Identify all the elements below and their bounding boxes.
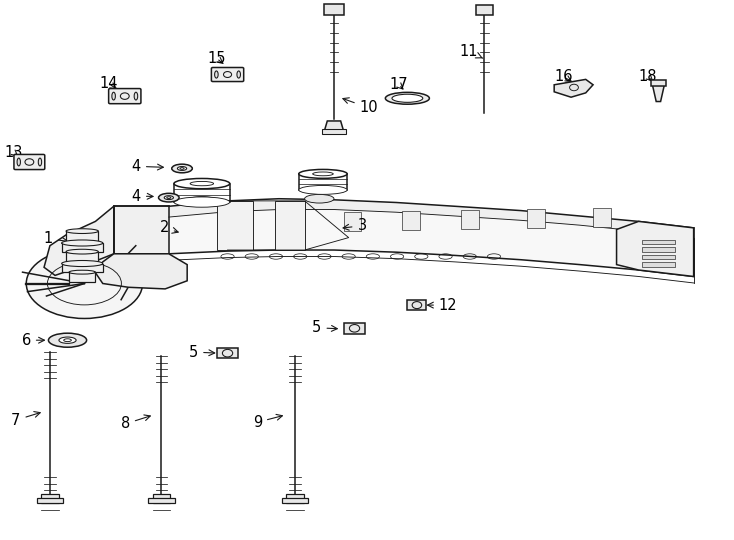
Ellipse shape — [172, 164, 192, 173]
Text: 1: 1 — [43, 231, 68, 246]
Ellipse shape — [62, 240, 103, 246]
Ellipse shape — [17, 158, 21, 166]
Ellipse shape — [237, 71, 241, 78]
Ellipse shape — [178, 166, 186, 171]
Polygon shape — [653, 85, 664, 102]
Text: 17: 17 — [389, 77, 408, 92]
Text: 10: 10 — [343, 98, 378, 116]
Bar — [651, 80, 666, 86]
Text: 7: 7 — [11, 411, 40, 428]
Bar — [62, 264, 103, 272]
Polygon shape — [44, 206, 114, 275]
Bar — [344, 323, 365, 334]
Bar — [322, 129, 346, 134]
Bar — [593, 207, 611, 227]
Ellipse shape — [134, 92, 138, 100]
Bar — [642, 255, 675, 259]
Bar — [476, 5, 493, 15]
Ellipse shape — [299, 185, 347, 194]
Bar — [402, 211, 420, 230]
Text: 6: 6 — [21, 333, 45, 348]
Ellipse shape — [385, 92, 429, 104]
Ellipse shape — [164, 195, 173, 200]
Bar — [275, 201, 305, 250]
Bar — [217, 201, 253, 250]
Text: 4: 4 — [131, 159, 164, 174]
Text: 5: 5 — [312, 320, 338, 335]
Text: 2: 2 — [159, 220, 178, 235]
Bar — [642, 247, 675, 252]
Ellipse shape — [66, 249, 98, 254]
FancyBboxPatch shape — [109, 89, 141, 104]
Bar — [174, 184, 230, 202]
Bar — [153, 494, 170, 503]
Text: 5: 5 — [189, 345, 215, 360]
Bar — [66, 231, 98, 243]
Ellipse shape — [174, 178, 230, 188]
Bar — [344, 212, 361, 231]
Text: 9: 9 — [252, 414, 283, 430]
Bar — [62, 243, 103, 252]
Bar — [407, 300, 426, 310]
Text: 15: 15 — [207, 51, 226, 66]
Bar — [37, 498, 63, 503]
Bar — [642, 240, 675, 244]
Bar — [282, 498, 308, 503]
Bar — [299, 174, 347, 190]
Bar — [69, 272, 95, 282]
Bar — [66, 252, 98, 264]
Polygon shape — [114, 206, 169, 254]
Text: 14: 14 — [99, 76, 118, 91]
FancyBboxPatch shape — [211, 68, 244, 82]
Bar — [41, 494, 59, 503]
Ellipse shape — [159, 193, 179, 202]
Ellipse shape — [187, 197, 217, 205]
Text: 11: 11 — [459, 44, 483, 59]
Polygon shape — [617, 221, 694, 276]
Bar — [527, 209, 545, 228]
Ellipse shape — [59, 337, 76, 343]
Ellipse shape — [174, 197, 230, 207]
Ellipse shape — [299, 170, 347, 178]
Ellipse shape — [48, 333, 87, 347]
Bar — [461, 210, 479, 229]
Text: 18: 18 — [639, 69, 658, 84]
Bar — [324, 4, 344, 15]
Bar — [642, 262, 675, 267]
Ellipse shape — [66, 229, 98, 233]
Ellipse shape — [62, 260, 103, 267]
Ellipse shape — [214, 71, 218, 78]
Text: 16: 16 — [554, 69, 573, 84]
Text: 4: 4 — [131, 188, 153, 204]
Polygon shape — [324, 121, 344, 131]
Text: 13: 13 — [4, 145, 23, 160]
Polygon shape — [554, 79, 593, 97]
FancyBboxPatch shape — [14, 154, 45, 170]
Bar — [286, 494, 304, 503]
Ellipse shape — [69, 270, 95, 274]
Text: 12: 12 — [427, 298, 457, 313]
Polygon shape — [95, 254, 187, 289]
Ellipse shape — [112, 92, 115, 100]
Ellipse shape — [26, 248, 142, 319]
Text: 3: 3 — [343, 218, 366, 233]
Bar — [148, 498, 175, 503]
Ellipse shape — [392, 94, 423, 103]
Ellipse shape — [305, 194, 334, 203]
Ellipse shape — [38, 158, 42, 166]
Bar — [217, 348, 238, 359]
Text: 8: 8 — [120, 415, 150, 431]
